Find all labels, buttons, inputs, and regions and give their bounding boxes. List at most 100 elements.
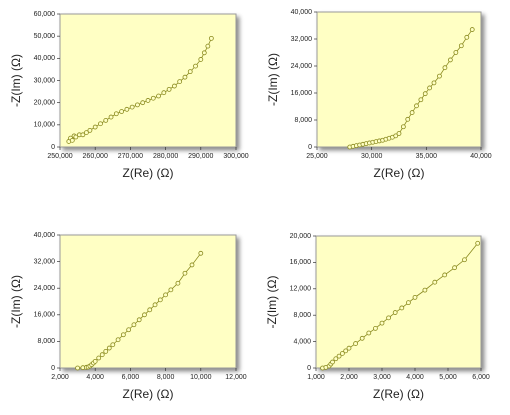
data-point [414,103,419,109]
chart-panel: 25,000 30,000 35,000 40,000 0 8,000 16,000 24,0… [266,9,492,180]
data-point [359,335,365,341]
data-point [353,341,359,346]
data-point [437,73,442,79]
data-point [393,133,399,139]
data-point [99,352,105,358]
data-point [98,121,103,127]
x-tick-label: 4,000 [86,374,104,381]
data-point [432,279,438,285]
data-point [152,302,158,308]
data-point [161,90,167,96]
y-tick-label: 8,000 [37,338,55,345]
data-point [145,98,151,103]
y-tick-label: 16,000 [291,90,313,97]
data-point [458,43,464,49]
data-point [80,132,86,138]
y-axis-label: -Z(Im) (Ω) [266,53,280,106]
x-tick-label: 2,000 [51,374,69,381]
data-point [171,83,177,89]
x-axis-label: Z(Re) (Ω) [373,387,424,401]
data-point [103,348,109,354]
data-point [333,356,339,362]
data-point [198,250,204,256]
data-point [201,50,207,56]
x-tick-label: 12,000 [225,374,247,381]
data-point [452,265,458,271]
x-tick-label: 25,000 [306,153,328,160]
data-point [412,294,418,300]
data-point [120,332,126,338]
data-point [166,86,172,92]
data-point [84,130,89,135]
x-axis-label: Z(Re) (Ω) [123,387,174,401]
x-tick-label: 250,000 [47,153,72,160]
x-tick-label: 1,000 [307,374,325,381]
plot-area [316,11,482,148]
data-point [447,57,453,63]
data-point [346,345,352,351]
data-point [343,348,349,354]
x-tick-label: 5,000 [439,374,457,381]
x-axis-label: Z(Re) (Ω) [123,166,174,180]
y-tick-label: 10,000 [34,122,56,129]
y-tick-label: 0 [308,144,312,151]
y-tick-label: 12,000 [290,286,312,293]
data-point [119,109,124,114]
data-point [442,65,448,71]
y-tick-label: 24,000 [34,285,56,292]
data-point [69,137,75,143]
data-point [129,104,135,110]
data-point [156,93,161,99]
y-tick-label: 20,000 [290,233,312,240]
chart-panel: 1,000 2,000 3,000 4,000 5,000 6,000 0 4,000 8,00… [265,233,490,401]
x-tick-label: 300,000 [223,153,248,160]
y-tick-label: 32,000 [291,36,313,43]
data-point [366,330,372,336]
x-tick-label: 260,000 [83,153,108,160]
y-tick-label: 8,000 [294,117,312,124]
data-point [336,353,342,359]
x-tick-label: 40,000 [470,153,492,160]
data-point [418,97,424,103]
data-point [464,34,470,40]
plot-area [315,235,482,369]
data-point [198,57,204,62]
data-point [131,322,137,328]
data-point [469,27,475,32]
y-axis-label: -Z(Im) (Ω) [265,276,279,329]
data-point [168,287,174,293]
x-tick-label: 280,000 [153,153,178,160]
data-point [193,63,198,69]
data-point [126,327,132,333]
y-tick-label: 60,000 [34,11,56,18]
x-tick-label: 290,000 [188,153,213,160]
data-point [115,337,121,343]
y-tick-label: 30,000 [34,77,56,84]
x-axis-label: Z(Re) (Ω) [374,166,425,180]
data-point [135,102,140,108]
data-point [106,345,112,351]
chart-panel: 2,000 4,000 6,000 8,000 10,000 12,000 0 8,000 16… [9,232,247,401]
y-tick-label: 40,000 [34,232,56,239]
data-point [124,106,130,112]
data-point [208,35,214,41]
data-point [140,100,146,106]
y-tick-label: 24,000 [291,63,313,70]
x-tick-label: 6,000 [472,374,490,381]
data-point [462,257,467,263]
data-point [475,240,481,246]
data-point [73,134,79,140]
data-point [182,74,188,80]
y-axis-label: -Z(Im) (Ω) [9,275,23,328]
x-tick-label: 35,000 [416,153,438,160]
data-point [136,317,142,323]
data-point [163,292,169,298]
x-tick-label: 30,000 [361,153,383,160]
y-tick-label: 32,000 [34,258,56,265]
data-point [157,297,163,303]
data-point [431,80,437,86]
y-axis-label: -Z(Im) (Ω) [9,54,23,107]
y-tick-label: 40,000 [34,55,56,62]
data-point [142,312,147,318]
data-point [379,320,385,326]
